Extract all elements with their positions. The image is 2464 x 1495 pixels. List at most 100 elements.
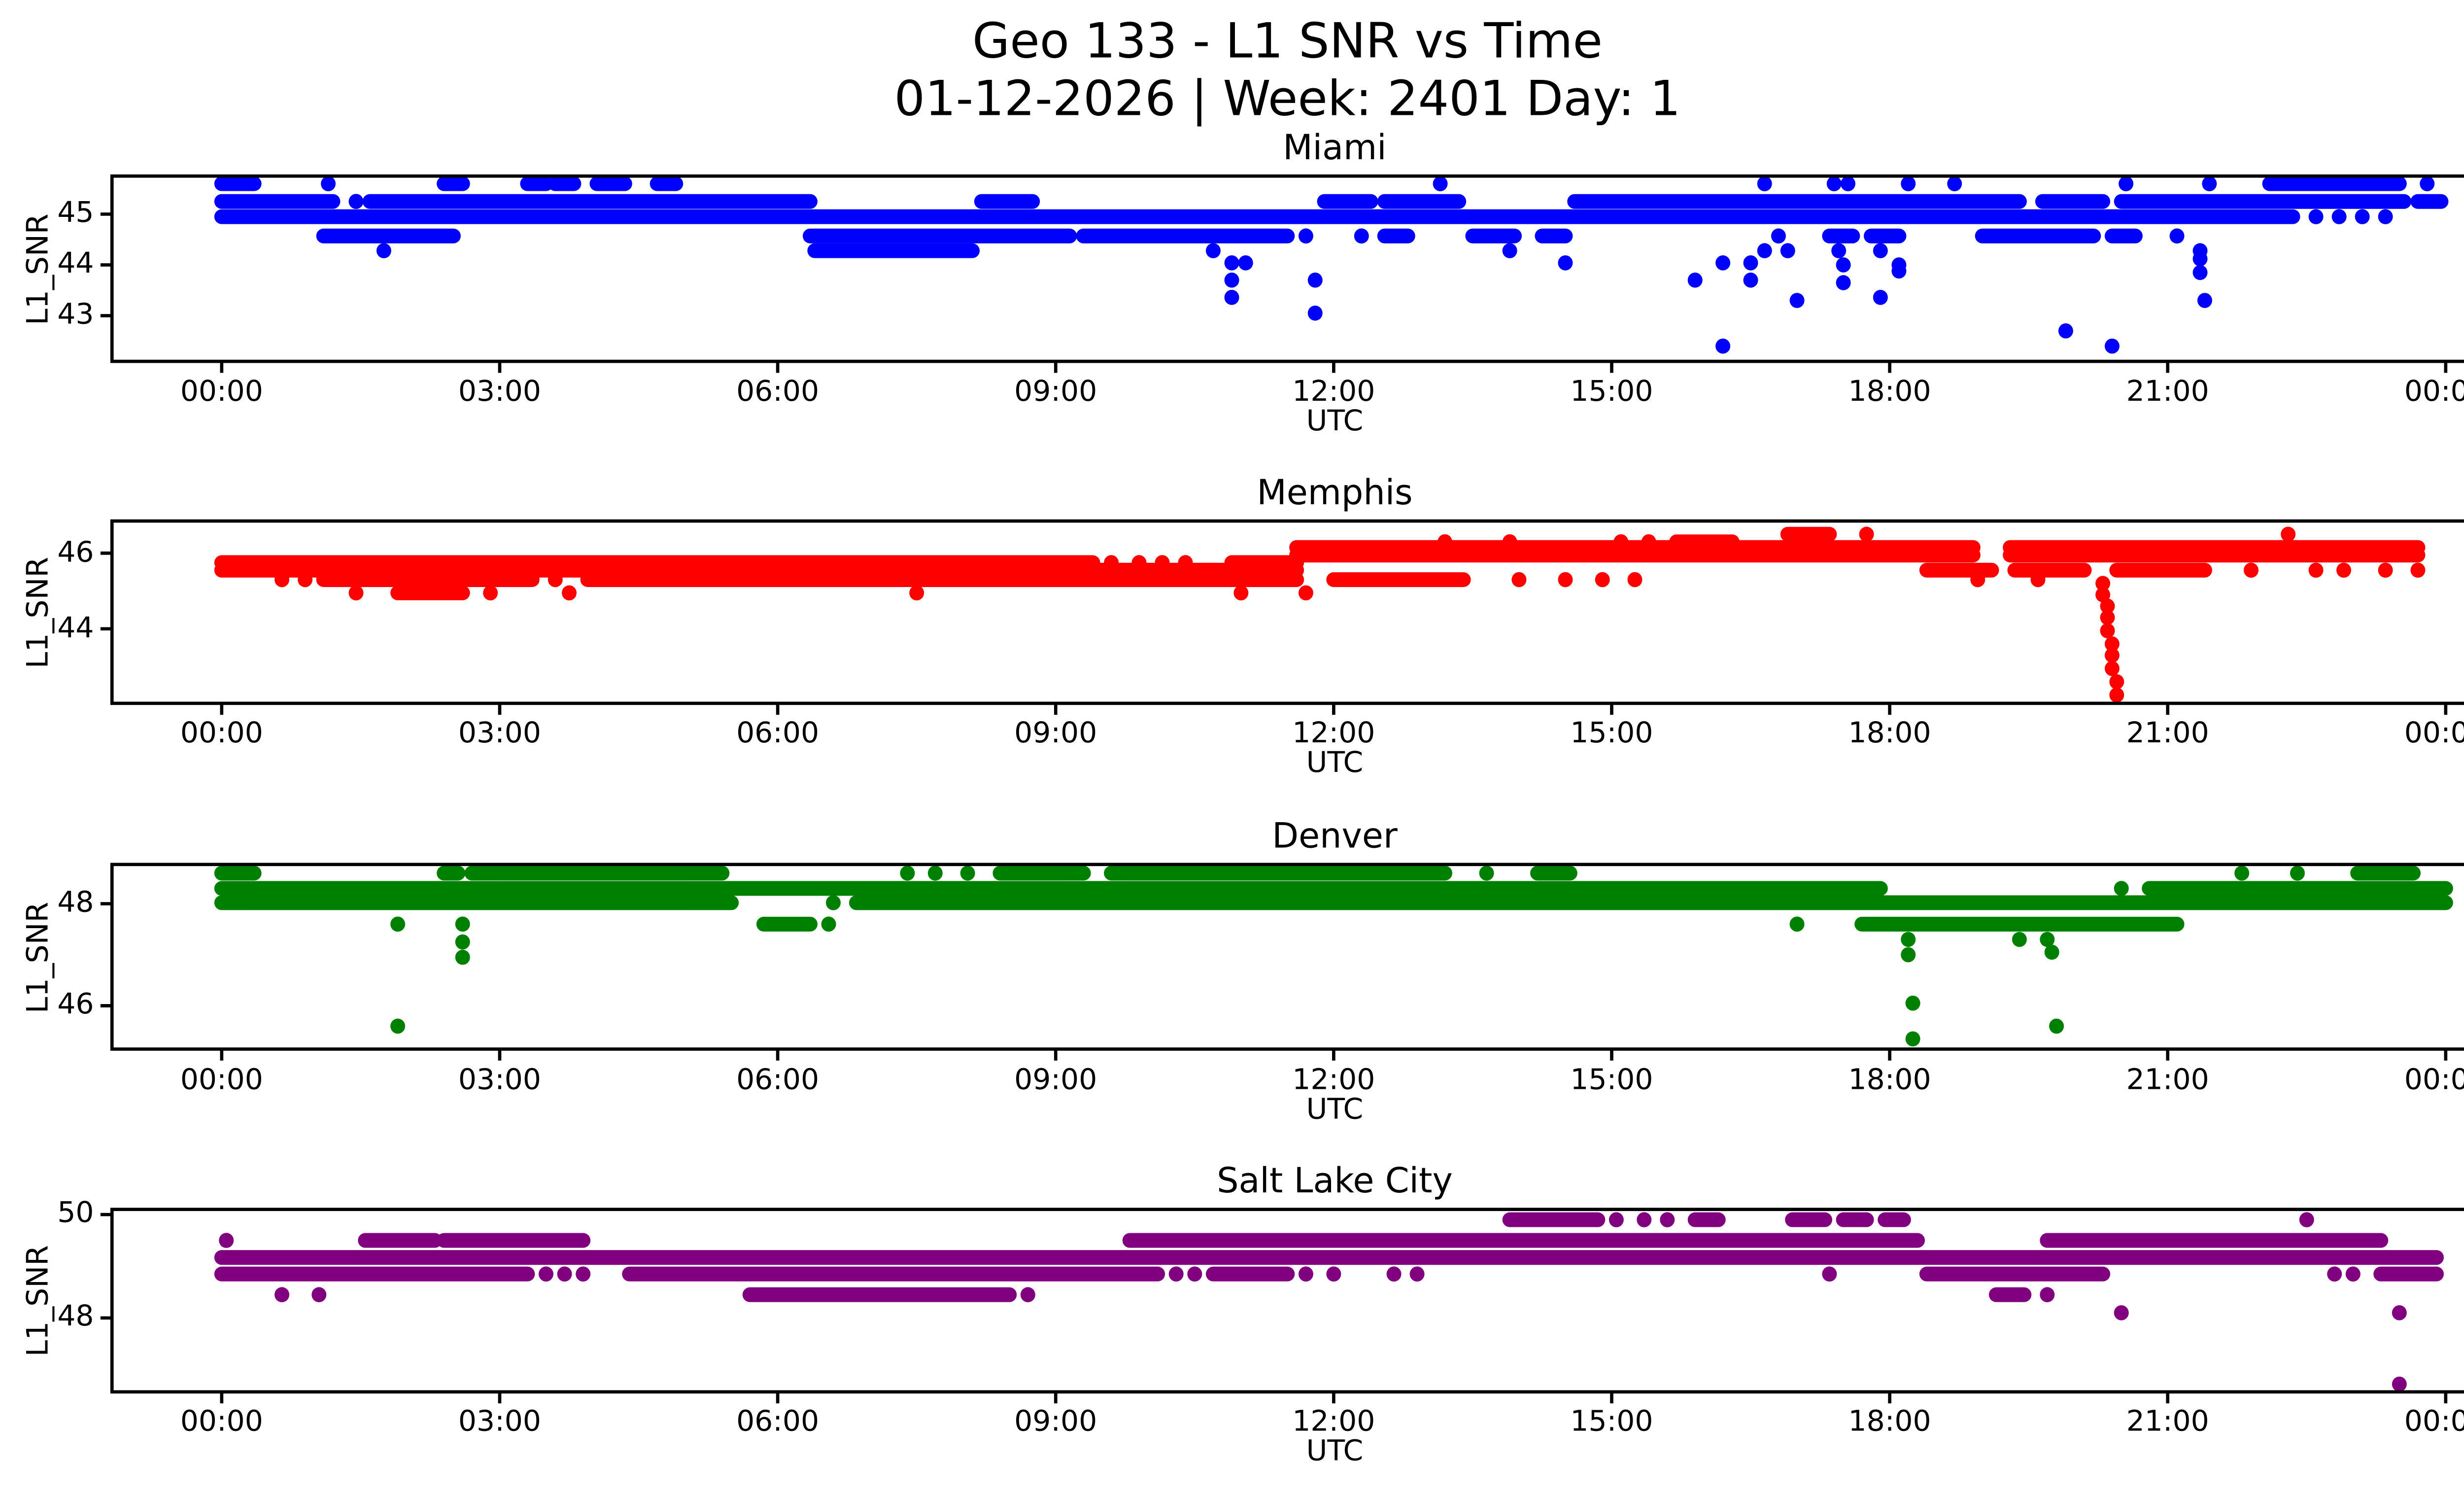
data-point — [562, 585, 577, 601]
data-point — [1905, 1031, 1920, 1046]
y-axis-label: L1_SNR — [21, 556, 56, 668]
x-tick-label: 00:00 — [2404, 1064, 2464, 1097]
data-point — [1298, 585, 1313, 601]
data-point — [2030, 572, 2046, 588]
data-point — [1326, 1266, 1341, 1282]
x-axis-label: UTC — [1306, 747, 1364, 781]
data-point — [2049, 1018, 2064, 1034]
data-point — [2095, 587, 2111, 602]
data-point — [348, 194, 364, 209]
y-tick-label: 48 — [57, 887, 94, 920]
x-tick-label: 00:00 — [180, 376, 263, 409]
data-point — [1873, 243, 1888, 258]
data-point — [1901, 947, 1916, 963]
x-tick-label: 00:00 — [180, 1406, 263, 1440]
y-tick-label: 46 — [57, 989, 94, 1022]
data-point — [1307, 273, 1323, 288]
data-point — [2345, 1266, 2361, 1282]
data-point — [1224, 273, 1239, 288]
y-tick-label: 44 — [57, 612, 94, 646]
data-point — [2040, 1287, 2055, 1302]
data-point — [1905, 995, 1920, 1011]
data-point — [1743, 255, 1758, 271]
x-tick-label: 12:00 — [1292, 718, 1375, 751]
data-point — [576, 1266, 591, 1282]
x-tick-label: 06:00 — [736, 718, 820, 751]
data-point — [2378, 562, 2393, 578]
data-point — [1558, 572, 1573, 588]
y-tick-label: 50 — [57, 1198, 94, 1231]
data-point — [2100, 623, 2115, 638]
data-point — [1608, 1212, 1624, 1227]
data-point — [1386, 1266, 1402, 1282]
data-point — [2355, 209, 2370, 224]
subplot-title: Salt Lake City — [1217, 1161, 1453, 1201]
y-tick-label: 44 — [57, 248, 94, 281]
x-tick-label: 06:00 — [736, 1406, 820, 1440]
data-point — [1187, 1266, 1202, 1282]
data-point — [1558, 255, 1573, 271]
data-point — [821, 916, 836, 932]
data-point — [2058, 323, 2073, 339]
data-point — [483, 585, 498, 601]
data-point — [2308, 209, 2324, 224]
x-tick-label: 00:00 — [2404, 1406, 2464, 1440]
data-point — [1970, 572, 1985, 588]
x-tick-label: 03:00 — [458, 718, 541, 751]
data-point — [298, 572, 313, 588]
data-point — [219, 1233, 234, 1248]
data-point — [1901, 176, 1916, 191]
data-point — [1789, 293, 1805, 308]
data-point — [2331, 209, 2347, 224]
figure-title-line1: Geo 133 - L1 SNR vs Time — [972, 13, 1603, 69]
data-point — [2192, 251, 2208, 267]
data-point — [2290, 866, 2305, 881]
data-point — [1859, 526, 1874, 542]
data-point — [2392, 1305, 2407, 1321]
data-point — [960, 866, 975, 881]
data-point — [1168, 1266, 1184, 1282]
x-axis-label: UTC — [1306, 1093, 1364, 1126]
data-point — [321, 176, 336, 191]
x-tick-label: 12:00 — [1292, 1064, 1375, 1097]
x-tick-label: 21:00 — [2126, 1406, 2209, 1440]
y-axis-label: L1_SNR — [21, 901, 56, 1013]
data-point — [2012, 932, 2027, 947]
data-point — [1627, 572, 1643, 588]
data-point — [2299, 1212, 2314, 1227]
data-point — [1757, 243, 1772, 258]
data-point — [909, 585, 924, 601]
x-tick-label: 15:00 — [1570, 1406, 1653, 1440]
x-tick-label: 18:00 — [1848, 1064, 1931, 1097]
data-point — [2104, 636, 2120, 652]
plot-area — [214, 866, 2453, 1046]
data-point — [1840, 176, 1855, 191]
data-point — [1298, 1266, 1313, 1282]
data-point — [1595, 572, 1610, 588]
data-point — [900, 866, 915, 881]
data-point — [2308, 562, 2324, 578]
y-axis-label: L1_SNR — [21, 213, 56, 325]
x-tick-label: 00:00 — [180, 1064, 263, 1097]
data-point — [274, 572, 290, 588]
plot-area — [214, 176, 2449, 354]
x-tick-label: 18:00 — [1848, 376, 1931, 409]
data-point — [2040, 932, 2055, 947]
data-point — [1238, 255, 1253, 271]
y-tick-label: 46 — [57, 536, 94, 570]
x-tick-label: 21:00 — [2126, 376, 2209, 409]
data-point — [2044, 944, 2059, 960]
data-point — [2281, 526, 2296, 542]
subplot-title: Denver — [1272, 817, 1398, 857]
x-tick-label: 06:00 — [736, 1064, 820, 1097]
data-point — [2104, 648, 2120, 663]
data-point — [2202, 176, 2217, 191]
data-point — [1687, 273, 1703, 288]
y-tick-label: 43 — [57, 299, 94, 332]
data-point — [2114, 1305, 2129, 1321]
data-point — [1789, 916, 1805, 932]
subplot-title: Memphis — [1257, 473, 1413, 513]
data-point — [1715, 255, 1731, 271]
data-point — [2197, 293, 2212, 308]
